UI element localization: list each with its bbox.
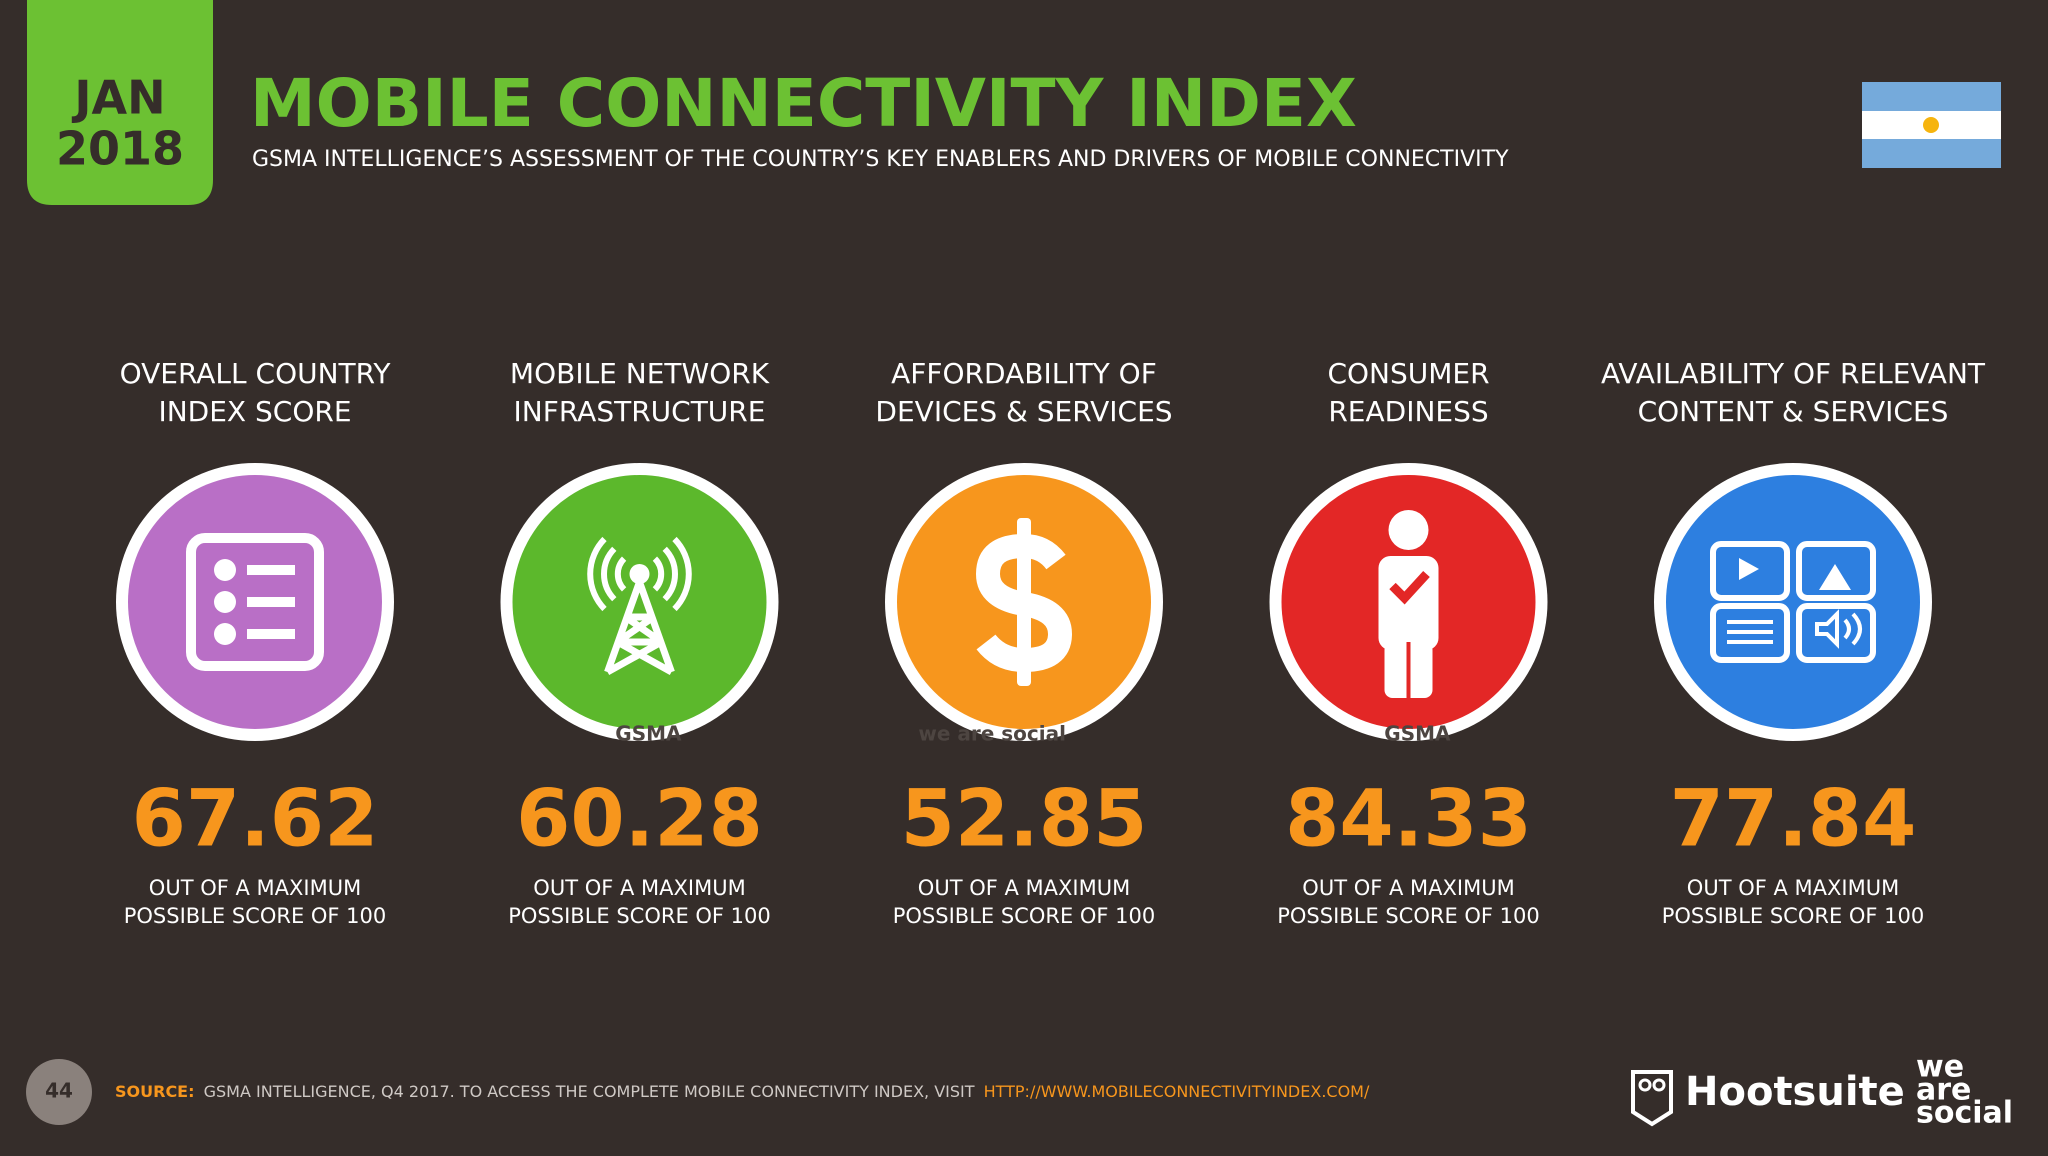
icon-part: [214, 623, 236, 645]
brand: Hootsuite: [1685, 1069, 1905, 1115]
icon-part: [614, 556, 665, 592]
page-badge: [26, 1059, 92, 1125]
logo-line: social: [1916, 1096, 2013, 1131]
metric-score: 60.28: [516, 774, 763, 864]
icon-part: [247, 597, 295, 607]
source-url[interactable]: HTTP://WWW.MOBILECONNECTIVITYINDEX.COM/: [984, 1082, 1370, 1101]
metric-score: 52.85: [901, 774, 1148, 864]
icon-part: [247, 629, 295, 639]
metric-note: OUT OF A MAXIMUM: [918, 876, 1130, 900]
icon-part: [1406, 642, 1411, 698]
metric-note: OUT OF A MAXIMUM: [149, 876, 361, 900]
icon-part: [186, 533, 324, 671]
icon-part: [1796, 541, 1876, 601]
icon-part: [1710, 603, 1790, 663]
icon-part: [629, 564, 650, 584]
metric-label: CONSUMER: [1327, 357, 1489, 390]
source: SOURCE: GSMA INTELLIGENCE, Q4 2017. TO A…: [115, 1082, 1370, 1101]
metric-label: AFFORDABILITY OF: [891, 357, 1157, 390]
metric-note: POSSIBLE SCORE OF 100: [1662, 904, 1925, 928]
icon-part: [1727, 609, 1862, 649]
metric-label: READINESS: [1328, 395, 1488, 428]
source-label: SOURCE:: [115, 1082, 195, 1101]
icon-part: [1710, 541, 1790, 601]
icon-part: [1739, 558, 1851, 590]
icon-part: [1378, 556, 1439, 650]
metric-note: OUT OF A MAXIMUM: [1687, 876, 1899, 900]
metric-label: OVERALL COUNTRY: [120, 357, 392, 390]
metric-note: OUT OF A MAXIMUM: [1302, 876, 1514, 900]
metric-note: POSSIBLE SCORE OF 100: [124, 904, 387, 928]
icon-circle: [512, 475, 767, 729]
page-number: 44: [45, 1079, 73, 1103]
icon-part: [247, 565, 295, 575]
watermark: GSMA: [1384, 722, 1451, 746]
logo-line: we: [1916, 1050, 1964, 1085]
subtitle: GSMA INTELLIGENCE’S ASSESSMENT OF THE CO…: [252, 147, 1509, 172]
logo-line: are: [1916, 1073, 1971, 1108]
icon-part: [214, 559, 236, 581]
icon-part: [1389, 570, 1430, 605]
icon: [186, 533, 324, 671]
watermark: we are social: [918, 722, 1066, 746]
icon: [1378, 510, 1439, 698]
icon-part: [604, 580, 675, 676]
metric-note: POSSIBLE SCORE OF 100: [508, 904, 771, 928]
metric-score: 84.33: [1285, 774, 1532, 864]
date-year: 2018: [56, 122, 184, 176]
icon-part: [601, 546, 678, 602]
metric-note: OUT OF A MAXIMUM: [533, 876, 745, 900]
watermark: GSMA: [615, 722, 682, 746]
metric-label: INDEX SCORE: [158, 395, 351, 428]
metric-label: DEVICES & SERVICES: [875, 395, 1172, 428]
metric-label: CONTENT & SERVICES: [1638, 395, 1949, 428]
icon-part: [587, 536, 692, 612]
icon-part: [1388, 510, 1429, 550]
date-month: JAN: [71, 71, 165, 125]
metric-label: AVAILABILITY OF RELEVANT: [1601, 357, 1986, 390]
metric-label: INFRASTRUCTURE: [514, 395, 766, 428]
icon: [1710, 541, 1876, 663]
flag: [1862, 82, 2001, 168]
source-text: GSMA INTELLIGENCE, Q4 2017. TO ACCESS TH…: [204, 1082, 975, 1101]
date-box: [27, 0, 213, 205]
metric-score: 77.84: [1670, 774, 1917, 864]
hootsuite-logo: [1631, 1070, 1673, 1127]
metric-note: POSSIBLE SCORE OF 100: [893, 904, 1156, 928]
icon: [975, 518, 1073, 686]
metric-label: MOBILE NETWORK: [510, 357, 770, 390]
metric-note: POSSIBLE SCORE OF 100: [1277, 904, 1540, 928]
icon-part: [1796, 603, 1876, 663]
title: MOBILE CONNECTIVITY INDEX: [250, 65, 1357, 142]
metric-score: 67.62: [132, 774, 379, 864]
icon-part: [1017, 518, 1031, 686]
icon: [587, 536, 692, 676]
icon-part: [214, 591, 236, 613]
icon-circle: [1666, 475, 1920, 729]
